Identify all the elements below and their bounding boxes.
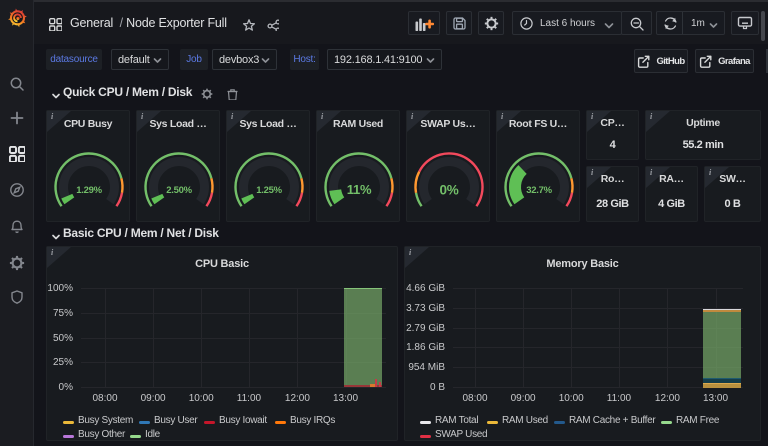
svg-text:1.29%: 1.29%: [76, 185, 102, 196]
svg-text:0%: 0%: [440, 182, 459, 197]
svg-text:11%: 11%: [347, 182, 372, 197]
svg-text:32.7%: 32.7%: [526, 185, 552, 196]
svg-text:1.25%: 1.25%: [256, 185, 282, 196]
svg-text:2.50%: 2.50%: [166, 185, 192, 196]
